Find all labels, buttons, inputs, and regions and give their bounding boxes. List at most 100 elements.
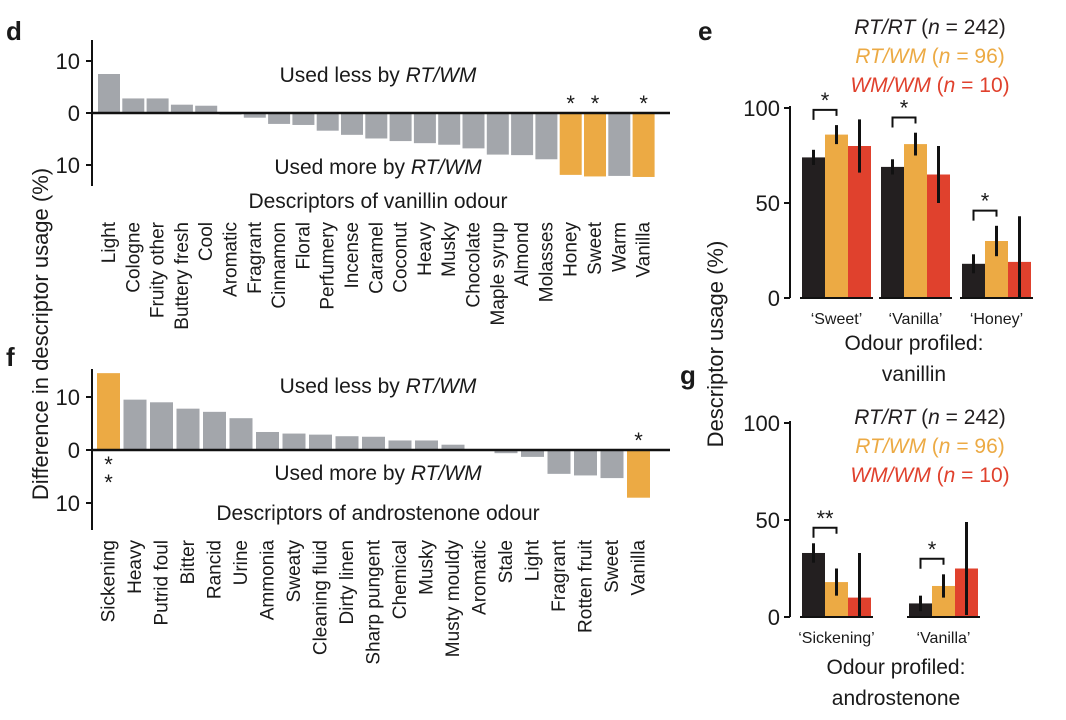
significance-star: * bbox=[900, 96, 909, 121]
bar-coconut bbox=[389, 113, 412, 142]
bar-rtrt bbox=[962, 263, 985, 298]
annotation-used-less: Used less by RT/WM bbox=[280, 64, 477, 87]
category-label: Musty mouldy bbox=[443, 540, 464, 658]
category-label: Putrid foul bbox=[152, 540, 173, 626]
bar-rtwm bbox=[825, 582, 848, 617]
category-label: Almond bbox=[512, 222, 533, 286]
significance-bracket bbox=[891, 116, 917, 128]
bar-chemical bbox=[388, 440, 412, 450]
panel-title: Descriptors of androstenone odour bbox=[216, 502, 539, 525]
category-label: Dirty linen bbox=[337, 540, 358, 624]
bar-cologne bbox=[122, 98, 145, 113]
significance-bracket bbox=[812, 526, 838, 538]
significance-star: * bbox=[591, 91, 600, 116]
bar-buttery-fresh bbox=[170, 104, 193, 113]
bar-caramel bbox=[365, 113, 388, 139]
category-label: Sickening bbox=[99, 540, 120, 622]
panel-e-chart: 100 50 0 ‘Sweet’ ‘Vanilla’ ‘Honey’ * * * RT/RT (n… bbox=[743, 16, 1033, 386]
bar-vanilla bbox=[627, 450, 650, 498]
bar-rtrt bbox=[802, 552, 825, 617]
category-label: Light bbox=[99, 221, 120, 263]
category-label: Aromatic bbox=[221, 222, 242, 297]
category-label: ‘Honey’ bbox=[970, 311, 1023, 328]
significance-star: ** bbox=[816, 506, 834, 531]
category-label: Sweaty bbox=[284, 540, 305, 603]
category-label: Vanilla bbox=[634, 222, 655, 278]
category-label: Fruity other bbox=[148, 221, 169, 318]
bar-rotten-fruit bbox=[574, 450, 597, 476]
bar-floral bbox=[292, 113, 315, 125]
bar-cool bbox=[195, 105, 218, 113]
category-label: Cool bbox=[196, 222, 217, 261]
y-tick-label: 0 bbox=[768, 605, 780, 630]
bar-rtrt bbox=[802, 157, 825, 298]
y-tick-label: 10 bbox=[56, 153, 80, 178]
significance-bracket bbox=[919, 557, 945, 569]
category-label: Sweet bbox=[602, 539, 623, 593]
category-label: Incense bbox=[342, 222, 363, 289]
category-label: Fragrant bbox=[245, 221, 266, 294]
y-tick-label: 50 bbox=[756, 191, 780, 216]
category-label: Stale bbox=[496, 540, 517, 583]
bar-rtwm bbox=[985, 241, 1008, 298]
category-label: Aromatic bbox=[470, 540, 491, 615]
x-axis-label-line2: vanillin bbox=[882, 363, 946, 386]
bar-fragrant bbox=[547, 450, 571, 474]
bar-putrid-foul bbox=[150, 402, 173, 450]
bar-wmwm bbox=[848, 146, 871, 298]
x-axis-label-line1: Odour profiled: bbox=[827, 656, 966, 679]
panel-letter-e: e bbox=[698, 16, 712, 46]
y-tick-label: 0 bbox=[68, 438, 80, 463]
category-label: Caramel bbox=[366, 222, 387, 294]
significance-star: * bbox=[981, 189, 990, 214]
panel-letter-d: d bbox=[6, 16, 22, 46]
bar-ammonia bbox=[256, 431, 279, 450]
bar-sweaty bbox=[282, 433, 306, 450]
bar-maple-syrup bbox=[486, 113, 509, 155]
significance-star: * bbox=[821, 88, 830, 113]
bar-almond bbox=[511, 113, 534, 156]
category-label: Cleaning fluid bbox=[311, 540, 332, 655]
bar-vanilla bbox=[632, 113, 655, 177]
bar-incense bbox=[341, 113, 363, 135]
bar-heavy bbox=[413, 113, 436, 144]
legend-item-wmwm: WM/WM (n = 10) bbox=[850, 464, 1009, 487]
significance-bracket bbox=[972, 209, 998, 221]
significance-star: * bbox=[928, 537, 937, 562]
panel-title: Descriptors of vanillin odour bbox=[248, 190, 507, 213]
category-label: Musky bbox=[417, 540, 438, 595]
category-label: Chemical bbox=[390, 540, 411, 619]
category-label: Urine bbox=[231, 540, 252, 585]
y-tick-label: 0 bbox=[68, 101, 80, 126]
significance-star: * bbox=[104, 452, 113, 477]
annotation-used-less: Used less by RT/WM bbox=[280, 375, 477, 398]
bar-urine bbox=[229, 418, 253, 450]
bar-bitter bbox=[176, 408, 200, 450]
panel-d-chart: 10 0 10 Light Cologne Fruity other Buttery fre… bbox=[56, 40, 670, 330]
legend-item-rtrt: RT/RT (n = 242) bbox=[854, 406, 1006, 429]
bar-stale bbox=[494, 450, 518, 454]
category-label: Musky bbox=[439, 222, 460, 277]
significance-star: * bbox=[634, 428, 643, 453]
category-label: Ammonia bbox=[258, 540, 279, 621]
bar-rtwm bbox=[904, 144, 927, 298]
category-label: Cologne bbox=[123, 222, 144, 293]
bar-rtrt bbox=[881, 166, 904, 298]
category-label: Fragrant bbox=[549, 539, 570, 612]
bar-sharp-pungent bbox=[362, 436, 385, 450]
bar-light bbox=[98, 74, 120, 113]
bar-cinnamon bbox=[268, 113, 291, 124]
bar-sickening bbox=[97, 373, 120, 450]
category-label: Cinnamon bbox=[269, 222, 290, 309]
y-tick-label: 10 bbox=[56, 491, 80, 516]
legend-item-wmwm: WM/WM (n = 10) bbox=[850, 74, 1009, 97]
left-y-axis-label: Difference in descriptor usage (%) bbox=[28, 168, 53, 500]
y-tick-label: 0 bbox=[768, 286, 780, 311]
y-tick-label: 100 bbox=[743, 411, 780, 436]
category-label: Sharp pungent bbox=[364, 539, 385, 664]
bar-warm bbox=[608, 113, 631, 176]
bar-rtwm bbox=[825, 134, 848, 298]
category-label: Sweet bbox=[585, 221, 606, 275]
